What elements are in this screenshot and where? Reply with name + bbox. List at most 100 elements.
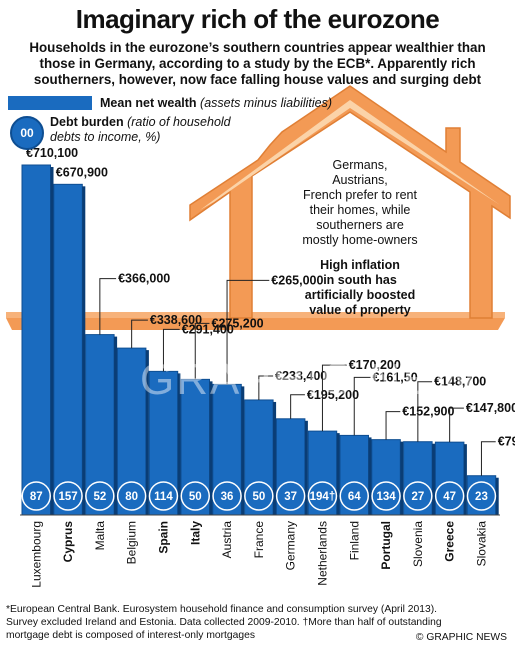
bar-cyprus bbox=[53, 183, 83, 516]
house-bold-text: artificially boosted bbox=[304, 288, 416, 302]
debt-label: 87 bbox=[30, 491, 43, 503]
bar-shadow bbox=[495, 477, 499, 515]
bar-shadow bbox=[463, 444, 467, 515]
debt-circle bbox=[212, 481, 242, 511]
debt-circle bbox=[85, 481, 115, 511]
debt-label: 27 bbox=[411, 491, 424, 503]
debt-label: 64 bbox=[348, 491, 361, 503]
value-label: €275,200 bbox=[212, 316, 264, 330]
category-label: Luxembourg bbox=[29, 521, 43, 588]
leader-line bbox=[480, 441, 496, 476]
bar-shadow bbox=[368, 437, 372, 515]
category-label: Cyprus bbox=[61, 521, 75, 563]
leader-line bbox=[321, 364, 347, 432]
debt-circle bbox=[21, 481, 51, 511]
debt-label: 134 bbox=[376, 491, 396, 503]
debt-label: 50 bbox=[252, 491, 265, 503]
legend-debt-circle: 00 bbox=[10, 116, 44, 150]
category-label: France bbox=[252, 521, 266, 559]
house-floor-top bbox=[6, 312, 505, 318]
bar-shadow bbox=[114, 336, 118, 515]
bar-shadow bbox=[50, 167, 54, 515]
debt-circle bbox=[53, 481, 83, 511]
debt-label: 194† bbox=[310, 491, 336, 503]
bar-shadow bbox=[241, 386, 245, 515]
house-floor bbox=[6, 318, 505, 330]
house-text: French prefer to rent bbox=[303, 188, 417, 202]
legend-wealth: Mean net wealth (assets minus liabilitie… bbox=[8, 96, 332, 112]
footnote-line: mortgage debt is composed of interest-on… bbox=[6, 630, 255, 641]
category-label: Malta bbox=[93, 521, 107, 551]
leader-line bbox=[385, 411, 401, 440]
debt-label: 36 bbox=[221, 491, 234, 503]
debt-label: 23 bbox=[475, 491, 488, 503]
subtitle-line: southerners, however, now face falling h… bbox=[33, 72, 482, 87]
category-label: Italy bbox=[188, 521, 202, 545]
leader-line bbox=[353, 376, 371, 436]
house-annotation-bold: High inflation in south has artificially… bbox=[290, 258, 430, 318]
value-label: €265,000 bbox=[271, 273, 323, 287]
footnote-line: Survey excluded Ireland and Estonia. Dat… bbox=[6, 617, 442, 628]
chart-title: Imaginary rich of the eurozone bbox=[75, 4, 440, 34]
debt-circle bbox=[339, 481, 369, 511]
value-label: €170,200 bbox=[349, 358, 401, 372]
value-label: €79,700 bbox=[498, 435, 515, 449]
house-annotation: Germans, Austrians, French prefer to ren… bbox=[290, 158, 430, 248]
debt-circle bbox=[148, 481, 179, 511]
bar-shadow bbox=[273, 401, 277, 515]
subtitle-line: those in Germany, according to a study b… bbox=[39, 56, 476, 71]
value-label: €147,800 bbox=[466, 401, 515, 415]
leader-line bbox=[258, 375, 274, 400]
leader-line bbox=[99, 278, 117, 335]
leader-line bbox=[417, 381, 433, 442]
legend-debt-label: Debt burden bbox=[50, 115, 124, 129]
value-label: €233,400 bbox=[275, 369, 327, 383]
legend-debt-note: (ratio of household bbox=[127, 115, 231, 129]
legend-debt: 00 Debt burden (ratio of household debts… bbox=[8, 114, 328, 150]
value-label: €161,50 bbox=[373, 370, 418, 384]
house-text: their homes, while bbox=[309, 203, 411, 217]
category-label: Austria bbox=[220, 521, 234, 559]
legend-swatch bbox=[8, 96, 92, 110]
credit: © GRAPHIC NEWS bbox=[415, 632, 507, 643]
category-label: Spain bbox=[156, 521, 170, 554]
legend-wealth-note: (assets minus liabilities) bbox=[200, 96, 333, 110]
bar-shadow bbox=[209, 381, 213, 515]
bar-shadow bbox=[177, 373, 181, 515]
house-bold-text: value of property bbox=[309, 303, 411, 317]
bar-shadow bbox=[145, 350, 149, 515]
debt-circle bbox=[434, 481, 465, 511]
house-text: mostly home-owners bbox=[302, 233, 418, 247]
legend-debt-note: debts to income, %) bbox=[50, 130, 161, 144]
value-label: €338,600 bbox=[150, 313, 202, 327]
leader-line bbox=[194, 322, 210, 380]
footnote-line: *European Central Bank. Eurosystem house… bbox=[6, 604, 437, 615]
leader-line bbox=[290, 394, 305, 419]
value-label: €195,200 bbox=[307, 388, 359, 402]
debt-circle bbox=[275, 481, 306, 511]
category-label: Belgium bbox=[125, 521, 139, 564]
house-text: southerners are bbox=[316, 218, 404, 232]
footnote: *European Central Bank. Eurosystem house… bbox=[6, 603, 511, 642]
value-label: €152,900 bbox=[402, 405, 454, 419]
bar-luxembourg bbox=[21, 164, 51, 516]
wealth-chart: €710,100 87 Luxembourg €670,900 157 Cyprus €36… bbox=[6, 85, 515, 588]
category-label: Slovakia bbox=[474, 521, 488, 567]
leader-line bbox=[162, 328, 180, 372]
debt-circle bbox=[244, 481, 274, 511]
debt-label: 37 bbox=[284, 491, 297, 503]
value-label: €291,400 bbox=[182, 322, 234, 336]
debt-circle bbox=[403, 481, 433, 511]
value-label: €710,100 bbox=[26, 146, 78, 160]
debt-circle bbox=[307, 481, 338, 511]
debt-circle bbox=[180, 481, 210, 511]
bar-shadow bbox=[304, 420, 308, 515]
leader-line bbox=[131, 319, 148, 349]
chart-subtitle: Households in the eurozone’s southern co… bbox=[10, 40, 505, 88]
value-label: €148,700 bbox=[434, 375, 486, 389]
leader-line bbox=[449, 407, 464, 443]
category-label: Slovenia bbox=[411, 521, 425, 567]
debt-circle bbox=[371, 481, 401, 511]
debt-circle bbox=[116, 481, 147, 511]
bar-shadow bbox=[82, 186, 86, 515]
